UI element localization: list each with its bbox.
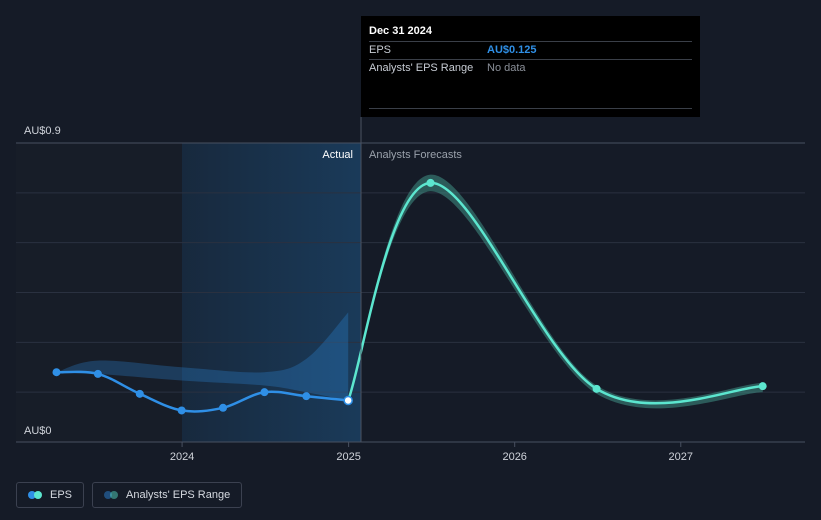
swatch-dot-forecast-range [110, 491, 119, 499]
gridlines [16, 142, 805, 443]
eps-range-areas [56, 174, 763, 409]
tooltip-row-range: Analysts' EPS Range No data [369, 59, 692, 77]
tooltip-range-value: No data [487, 62, 526, 74]
section-label-actual: Actual [322, 149, 353, 161]
swatch-dot-forecast [34, 491, 42, 499]
x-tick-label: 2026 [502, 451, 526, 463]
swatch-dot-actual-range [104, 491, 113, 499]
tooltip-eps-value: AU$0.125 [487, 44, 537, 56]
range-swatch-icon [104, 491, 119, 499]
eps-forecast-line [346, 181, 764, 405]
eps-series-points[interactable] [52, 178, 767, 415]
x-tick-label: 2024 [170, 451, 194, 463]
eps-actual-point[interactable] [302, 392, 311, 401]
x-axis-ticks: 2024 2025 2026 2027 [170, 442, 693, 463]
y-tick-label-top: AU$0.9 [24, 125, 61, 137]
eps-forecast-point[interactable] [758, 382, 767, 391]
eps-actual-point[interactable] [135, 389, 144, 398]
y-tick-label-bottom: AU$0 [24, 425, 52, 437]
eps-forecast-point[interactable] [592, 384, 601, 393]
eps-range-area-forecast [348, 174, 763, 409]
legend-label-eps-range: Analysts' EPS Range [126, 489, 231, 501]
tooltip-row-eps: EPS AU$0.125 [369, 41, 692, 59]
section-label-forecast: Analysts Forecasts [369, 149, 462, 161]
hover-tooltip: Dec 31 2024 EPS AU$0.125 Analysts' EPS R… [361, 16, 700, 117]
eps-forecast-point[interactable] [426, 178, 435, 187]
x-tick-label: 2025 [336, 451, 360, 463]
tooltip-date: Dec 31 2024 [369, 25, 432, 37]
tooltip-divider [369, 108, 692, 109]
chart-legend: EPS Analysts' EPS Range [16, 482, 243, 508]
swatch-dot-actual [28, 491, 36, 499]
eps-actual-point[interactable] [93, 369, 102, 378]
eps-swatch-icon [28, 491, 42, 499]
legend-label-eps: EPS [50, 489, 73, 501]
tooltip-eps-label: EPS [369, 44, 392, 56]
eps-actual-point[interactable] [219, 403, 228, 412]
eps-actual-point[interactable] [260, 388, 269, 397]
eps-actual-point[interactable] [177, 406, 186, 415]
eps-actual-point[interactable] [343, 395, 353, 406]
eps-range-area-actual [56, 312, 349, 401]
tooltip-range-label: Analysts' EPS Range [369, 62, 474, 74]
eps-actual-point[interactable] [52, 368, 61, 377]
legend-item-eps-range[interactable]: Analysts' EPS Range [92, 482, 243, 508]
legend-item-eps[interactable]: EPS [16, 482, 85, 508]
x-tick-label: 2027 [669, 451, 693, 463]
